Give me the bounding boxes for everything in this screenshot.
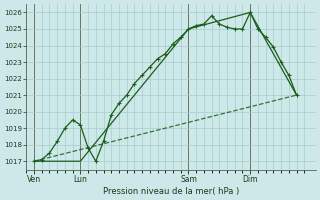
X-axis label: Pression niveau de la mer( hPa ): Pression niveau de la mer( hPa ) [103, 187, 239, 196]
